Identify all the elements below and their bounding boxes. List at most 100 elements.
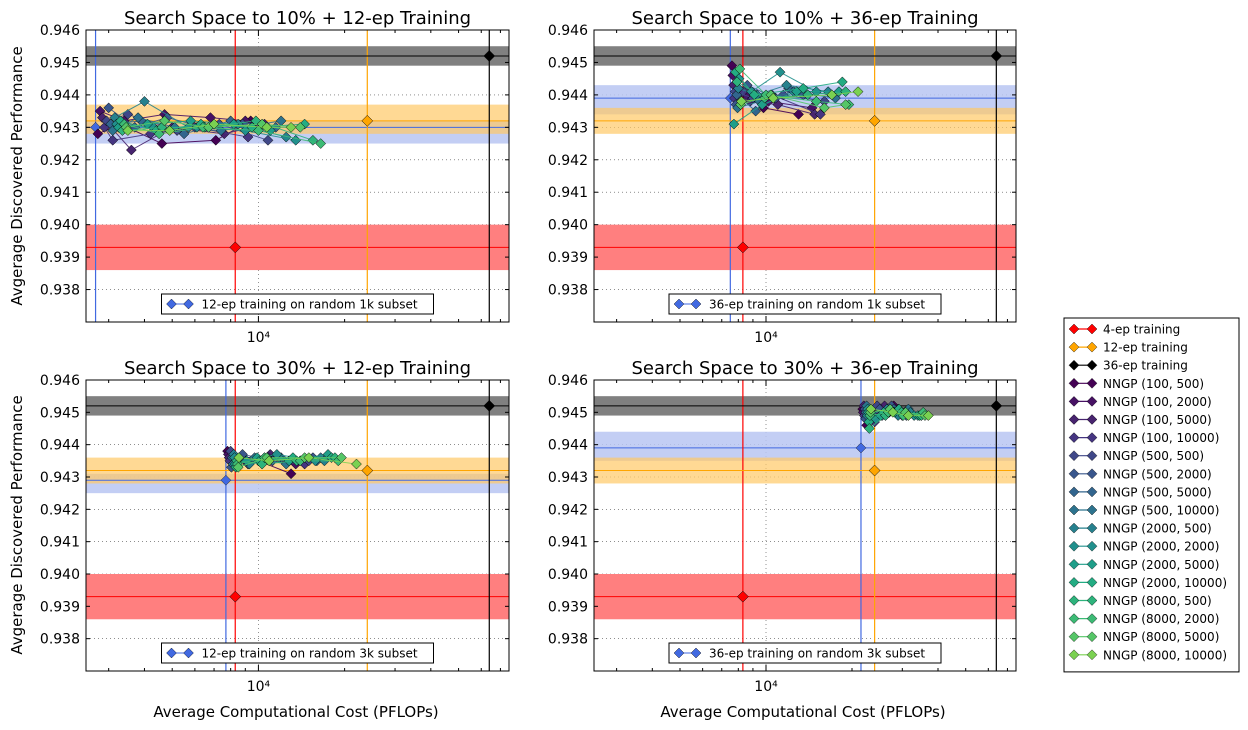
random-subset-marker — [220, 474, 232, 486]
y-tick-label: 0.946 — [40, 23, 80, 39]
ref-36ep-marker — [990, 400, 1003, 412]
legend-marker — [1086, 522, 1098, 534]
legend-marker — [1086, 378, 1098, 389]
nngp-series-point — [107, 134, 119, 146]
y-tick-label: 0.945 — [40, 405, 80, 421]
plot-area — [86, 380, 509, 671]
legend-marker — [1086, 559, 1098, 570]
nngp-series-point — [261, 121, 273, 133]
legend-item: 12-ep training — [1068, 341, 1188, 355]
nngp-series-line — [736, 81, 846, 99]
legend-marker — [1068, 522, 1080, 534]
legend-item: NNGP (8000, 10000) — [1068, 648, 1227, 662]
legend-marker — [1086, 595, 1098, 606]
chart-panel-3: 0.938 0.939 0.940 0.941 0.942 0.943 0.944 0.945… — [40, 358, 510, 695]
legend-label: NNGP (500, 10000) — [1103, 504, 1219, 518]
nngp-series-point — [285, 121, 297, 133]
y-tick-label: 0.941 — [548, 535, 588, 551]
nngp-series-point — [315, 138, 327, 149]
nngp-series-line — [870, 408, 929, 417]
nngp-series-point — [815, 109, 826, 120]
legend-item: NNGP (2000, 10000) — [1068, 576, 1227, 590]
nngp-series-point — [728, 118, 740, 130]
nngp-series-point — [774, 66, 786, 78]
nngp-series-line — [738, 71, 817, 93]
x-tick-label: 10⁴ — [754, 679, 778, 695]
legend-marker — [1068, 396, 1080, 407]
legend-label: 36-ep training — [1103, 359, 1188, 373]
nngp-series-point — [818, 102, 830, 114]
ref-12ep-marker — [868, 114, 881, 127]
legend-label: NNGP (100, 500) — [1103, 377, 1204, 391]
legend-marker — [1068, 450, 1080, 461]
legend-label: NNGP (500, 500) — [1103, 449, 1204, 463]
nngp-series-point — [793, 109, 804, 120]
y-tick-label: 0.945 — [548, 405, 588, 421]
legend-label: NNGP (2000, 10000) — [1103, 576, 1227, 590]
y-tick-label: 0.939 — [548, 250, 588, 266]
inset-legend: 36-ep training on random 3k subset — [668, 642, 942, 664]
legend-marker — [1086, 359, 1098, 371]
nngp-series-point — [159, 115, 170, 127]
inset-legend-marker — [166, 298, 177, 310]
y-tick-label: 0.942 — [40, 502, 80, 518]
axes-frame — [85, 29, 510, 323]
y-tick-label: 0.939 — [40, 250, 80, 266]
legend-marker — [1068, 649, 1080, 661]
legend-marker — [1068, 540, 1080, 552]
legend-marker — [1086, 540, 1098, 552]
inset-legend-marker — [673, 647, 685, 659]
ref-36ep-marker — [990, 50, 1003, 62]
legend-item: NNGP (500, 500) — [1068, 449, 1204, 463]
inset-legend-marker — [183, 298, 194, 310]
nngp-series-point — [262, 134, 274, 146]
nngp-series-point — [232, 461, 244, 473]
legend-label: NNGP (100, 5000) — [1103, 413, 1212, 427]
y-tick-label: 0.938 — [40, 283, 80, 299]
chart-title: Search Space to 30% + 36-ep Training — [631, 358, 978, 379]
nngp-series-point — [139, 96, 150, 107]
nngp-series-point — [797, 83, 809, 94]
y-tick-label: 0.944 — [40, 438, 80, 454]
legend-marker — [1086, 432, 1098, 443]
y-tick-label: 0.945 — [40, 55, 80, 71]
y-tick-label: 0.946 — [548, 23, 588, 39]
legend-marker — [1086, 631, 1098, 642]
chart-panel-4: 0.938 0.939 0.940 0.941 0.942 0.943 0.944 0.945… — [548, 358, 1017, 695]
y-tick-label: 0.938 — [40, 632, 80, 648]
legend-label: NNGP (2000, 5000) — [1103, 558, 1219, 572]
legend-marker — [1086, 450, 1098, 461]
chart-title: Search Space to 30% + 12-ep Training — [124, 358, 471, 379]
y-tick-label: 0.938 — [548, 283, 588, 299]
band-random-subset — [594, 431, 1016, 461]
chart-panel-1: 0.938 0.939 0.940 0.941 0.942 0.943 0.944 0.945… — [40, 8, 510, 346]
nngp-series-point — [263, 455, 275, 467]
nngp-series-point — [153, 128, 165, 140]
nngp-series-point — [903, 410, 914, 421]
axes-frame — [593, 379, 1017, 672]
inset-legend: 12-ep training on random 3k subset — [161, 642, 434, 664]
inset-legend-box — [161, 293, 434, 315]
y-tick-label: 0.943 — [548, 120, 588, 136]
nngp-series-line — [735, 71, 843, 96]
x-tick-label: 10⁴ — [754, 330, 778, 346]
nngp-series-point — [840, 99, 851, 110]
chart-title: Search Space to 10% + 12-ep Training — [124, 8, 471, 29]
nngp-series-point — [122, 125, 134, 136]
nngp-series-point — [865, 403, 877, 415]
plot-area — [594, 30, 1016, 322]
y-tick-label: 0.939 — [548, 599, 588, 615]
legend-marker — [1068, 613, 1080, 624]
legend-marker — [1068, 631, 1080, 642]
nngp-series-line — [238, 457, 357, 465]
ref-4ep-marker — [229, 241, 242, 254]
legend-label: NNGP (2000, 2000) — [1103, 540, 1219, 554]
y-tick-label: 0.941 — [548, 185, 588, 201]
legend-label: NNGP (2000, 500) — [1103, 522, 1212, 536]
y-tick-label: 0.945 — [548, 55, 588, 71]
x-axis-label-right: Average Computational Cost (PFLOPs) — [660, 703, 945, 721]
plot-area — [594, 380, 1016, 671]
legend-marker — [1068, 378, 1080, 389]
inset-legend-marker — [183, 647, 194, 659]
legend-marker — [1068, 559, 1080, 570]
